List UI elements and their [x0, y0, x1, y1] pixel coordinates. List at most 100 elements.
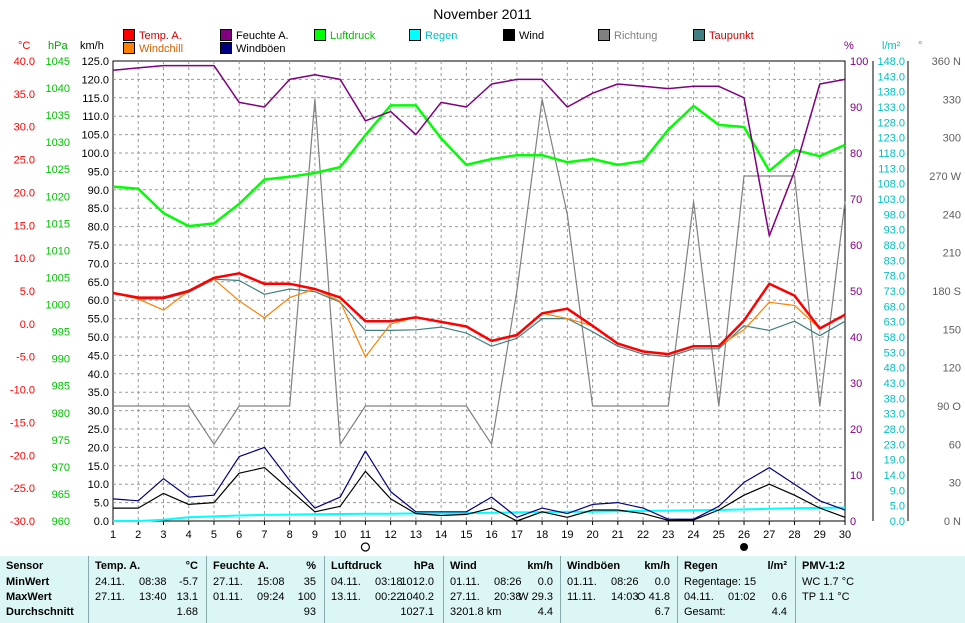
- stats-column-sensor: Sensor MinWert MaxWert Durchschnitt: [0, 556, 88, 623]
- temp-tick-label: -25.0: [10, 483, 35, 495]
- direction-tick-label: 270 W: [929, 171, 961, 183]
- stats-cell: 4.4: [537, 606, 553, 618]
- stats-row: 1.68: [89, 604, 206, 620]
- stats-column-pmv: PMV-1:2 WC 1.7 °C TP 1.1 °C: [795, 556, 965, 623]
- stats-header: Luftdruck: [331, 560, 382, 572]
- x-tick-label: 24: [687, 529, 699, 541]
- x-tick-label: 15: [460, 529, 472, 541]
- pressure-tick-label: 995: [52, 327, 70, 339]
- plot-area: [112, 60, 846, 522]
- chart-title: November 2011: [433, 6, 532, 22]
- pressure-tick-label: 980: [52, 408, 70, 420]
- rain-tick-label: 73.0: [884, 286, 905, 298]
- legend-swatch: [598, 29, 610, 41]
- stats-header: PMV-1:2: [802, 560, 845, 572]
- stats-cell: O 41.8: [636, 591, 670, 603]
- rain-tick-label: 68.0: [884, 301, 905, 313]
- temp-tick-label: 20.0: [14, 187, 35, 199]
- stats-column-temp: Temp. A. °C 24.11. 08:38 -5.7 27.11. 13:40 13.1…: [88, 556, 206, 623]
- wind-tick-label: 45.0: [88, 350, 109, 362]
- stats-cell: 15:08: [257, 576, 285, 588]
- stats-cell: 13.1: [176, 591, 198, 603]
- stats-cell: 11.11.: [567, 591, 596, 603]
- stats-row: Durchschnitt: [0, 604, 88, 620]
- legend-item: Taupunkt: [693, 29, 754, 42]
- x-tick-label: 2: [135, 529, 141, 541]
- stats-unit: l/m²: [767, 560, 787, 572]
- stats-cell: 20:38: [494, 591, 522, 603]
- series-line-richtung: [113, 98, 846, 445]
- legend-label: Richtung: [614, 30, 658, 42]
- stats-cell: 13:40: [139, 591, 167, 603]
- stats-cell: 3201.8 km: [450, 606, 502, 618]
- stats-cell: 0.6: [771, 591, 787, 603]
- legend-swatch: [220, 42, 232, 54]
- pressure-tick-label: 1035: [46, 110, 70, 122]
- wind-tick-label: 0.0: [94, 516, 109, 528]
- humidity-tick-label: 10: [850, 470, 862, 482]
- x-tick-label: 6: [236, 529, 242, 541]
- stats-cell: 27.11.: [95, 591, 125, 603]
- stats-row: [796, 604, 965, 620]
- x-tick-label: 28: [788, 529, 800, 541]
- humidity-tick-label: 60: [850, 240, 862, 252]
- x-tick-label: 30: [839, 529, 851, 541]
- rain-tick-label: 128.0: [877, 117, 905, 129]
- stats-row: 11.11. 14:03 O 41.8: [561, 589, 678, 605]
- rain-tick-label: 78.0: [884, 271, 905, 283]
- temp-tick-label: -5.0: [16, 352, 35, 364]
- stats-header: Sensor: [6, 560, 44, 572]
- stats-cell: 01.11.: [567, 576, 597, 588]
- rain-tick-label: 113.0: [878, 163, 905, 175]
- moon-phase-marker: [740, 543, 749, 551]
- rain-tick-label: 33.0: [884, 409, 905, 421]
- stats-unit: °C: [185, 560, 198, 572]
- stats-cell: 24.11.: [95, 576, 125, 588]
- x-tick-label: 19: [561, 529, 573, 541]
- legend-item: Windböen: [220, 42, 286, 55]
- stats-cell: 08:38: [139, 576, 167, 588]
- stats-cell: 0.0: [537, 576, 553, 588]
- legend-item: Windchill: [123, 42, 183, 55]
- pressure-tick-label: 1040: [46, 83, 70, 95]
- direction-tick-label: 180 S: [932, 286, 961, 298]
- stats-cell: 6.7: [654, 606, 670, 618]
- rain-tick-label: 23.0: [884, 439, 905, 451]
- wind-tick-label: 15.0: [88, 461, 109, 473]
- x-tick-label: 11: [360, 529, 371, 541]
- stats-column-press: Luftdruck hPa 04.11. 03:18 1012.0 13.11. 00:22…: [324, 556, 442, 623]
- pressure-tick-label: 1005: [46, 272, 70, 284]
- stats-row: 3201.8 km 4.4: [444, 604, 561, 620]
- pressure-tick-label: 990: [52, 354, 70, 366]
- x-tick-label: 23: [662, 529, 674, 541]
- humidity-tick-label: 0: [850, 516, 856, 528]
- rain-tick-label: 123.0: [877, 133, 905, 145]
- weather-chart: 1 2 3 4 5 6 7 8 9 10 11 12 13 14 15 16 17 18 19 20 21 22 23 24 2…: [10, 56, 962, 552]
- stats-column-gust: Windböen km/h 01.11. 08:26 0.0 11.11. 14:03 O 4…: [560, 556, 678, 623]
- stats-cell: 35: [303, 576, 316, 588]
- stats-cell: Durchschnitt: [6, 606, 74, 618]
- stats-cell: TP 1.1 °C: [802, 591, 850, 603]
- legend-item: Wind: [503, 29, 544, 42]
- series-line-taupunkt: [112, 278, 846, 358]
- temp-unit-header: °C: [18, 40, 31, 52]
- legend-swatch: [314, 29, 326, 41]
- series-line-regen: [113, 506, 846, 522]
- x-tick-label: 27: [763, 529, 775, 541]
- rain-unit-header: l/m²: [882, 40, 901, 52]
- wind-tick-label: 115.0: [82, 93, 109, 105]
- legend-label: Windchill: [139, 43, 184, 55]
- pressure-tick-label: 970: [52, 462, 70, 474]
- stats-unit: %: [306, 560, 316, 572]
- stats-cell: 1012.0: [400, 576, 434, 588]
- x-tick-label: 1: [110, 529, 116, 541]
- wind-tick-label: 75.0: [88, 240, 109, 252]
- wind-tick-label: 85.0: [88, 203, 109, 215]
- legend-item: Temp. A.: [123, 29, 182, 42]
- series-line-wind: [113, 467, 846, 522]
- temp-tick-label: 10.0: [14, 253, 35, 265]
- stats-column-rain: Regen l/m² Regentage: 15 04.11. 01:02 0.6 Gesa…: [677, 556, 795, 623]
- humidity-tick-label: 30: [850, 378, 862, 390]
- rain-tick-label: 118.0: [878, 148, 905, 160]
- direction-tick-label: 60: [949, 439, 961, 451]
